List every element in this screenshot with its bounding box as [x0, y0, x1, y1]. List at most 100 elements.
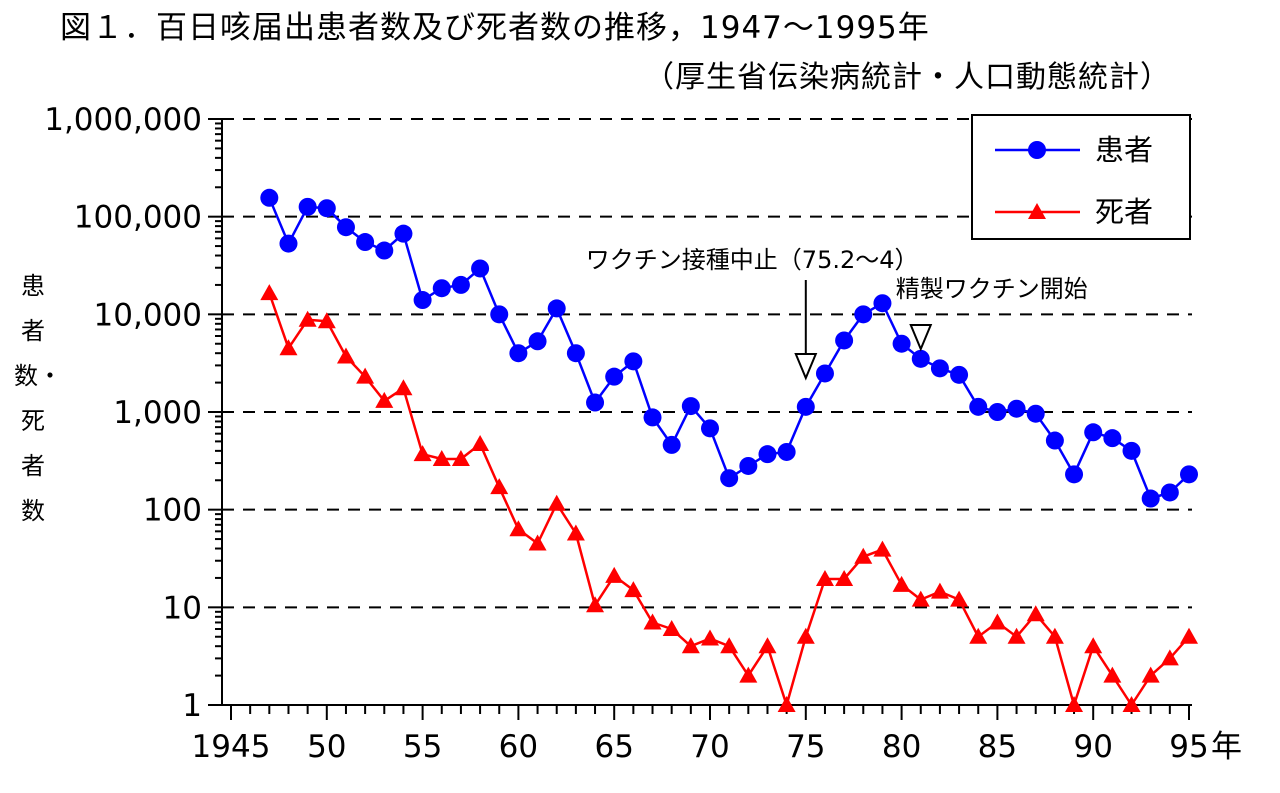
- x-tick-label: 55: [403, 729, 442, 765]
- death-marker: [317, 312, 336, 329]
- patient-marker: [547, 299, 566, 318]
- y-tick-label: 1,000,000: [44, 102, 202, 138]
- patient-marker: [1007, 399, 1026, 418]
- patient-marker: [1028, 141, 1046, 159]
- patient-marker: [950, 365, 969, 384]
- y-tick-label: 1: [182, 688, 202, 724]
- death-marker: [1045, 627, 1064, 644]
- death-marker: [279, 339, 298, 356]
- patient-marker: [298, 197, 317, 216]
- y-tick-label: 100,000: [74, 200, 202, 236]
- death-marker: [490, 478, 509, 495]
- death-marker: [1160, 649, 1179, 666]
- legend-label: 死者: [1095, 195, 1153, 229]
- death-marker: [643, 613, 662, 630]
- patient-marker: [662, 435, 681, 454]
- patient-marker: [969, 397, 988, 416]
- patient-marker: [1045, 431, 1064, 450]
- x-tick-label: 70: [690, 729, 729, 765]
- death-marker: [471, 435, 490, 452]
- death-marker: [950, 590, 969, 607]
- patient-marker: [586, 393, 605, 412]
- annotation-purified-vaccine-arrow-icon: [909, 324, 933, 352]
- patient-marker: [413, 291, 432, 310]
- patient-marker: [1122, 441, 1141, 460]
- patient-marker: [758, 445, 777, 464]
- patient-marker: [566, 344, 585, 363]
- x-tick-label: 80: [882, 729, 921, 765]
- x-tick-label: 1945: [192, 729, 271, 765]
- death-marker: [796, 627, 815, 644]
- x-tick-label: 75: [786, 729, 825, 765]
- patient-marker: [892, 334, 911, 353]
- x-axis-unit: 年: [1211, 729, 1242, 765]
- death-series: [260, 284, 1198, 712]
- patient-marker: [796, 397, 815, 416]
- death-marker: [835, 570, 854, 587]
- death-marker: [605, 566, 624, 583]
- death-marker: [854, 547, 873, 564]
- death-marker: [336, 347, 355, 364]
- death-marker: [815, 570, 834, 587]
- death-marker: [662, 620, 681, 637]
- death-marker: [739, 666, 758, 683]
- death-marker: [1103, 666, 1122, 683]
- x-tick-label: 65: [594, 729, 633, 765]
- death-marker: [413, 445, 432, 462]
- death-marker: [969, 627, 988, 644]
- patient-marker: [471, 259, 490, 278]
- annotation-purified-vaccine: 精製ワクチン開始: [896, 275, 1088, 303]
- death-marker: [394, 379, 413, 396]
- y-tick-label: 10: [163, 590, 202, 626]
- patient-marker: [394, 224, 413, 243]
- axes: 1 10 100 1,000 10,000 100,000 1,000,000 1945 50 5…: [44, 102, 1242, 765]
- patient-series: [260, 188, 1198, 508]
- patient-marker: [1160, 483, 1179, 502]
- patient-marker: [720, 469, 739, 488]
- patient-marker: [375, 241, 394, 260]
- patient-marker: [815, 364, 834, 383]
- death-marker: [356, 367, 375, 384]
- death-marker: [1028, 203, 1046, 219]
- patient-marker: [835, 331, 854, 350]
- patient-marker: [701, 419, 719, 438]
- death-marker: [528, 534, 547, 551]
- series-layer: [260, 188, 1198, 712]
- patient-marker: [1180, 465, 1198, 484]
- death-marker: [1084, 637, 1103, 654]
- death-marker: [758, 637, 777, 654]
- x-tick-label: 95: [1169, 729, 1208, 765]
- patient-marker: [1103, 429, 1122, 448]
- patient-line: [268, 197, 1190, 500]
- patient-marker: [911, 349, 930, 368]
- patient-marker: [509, 344, 528, 363]
- patient-marker: [1026, 404, 1045, 423]
- patient-marker: [873, 294, 892, 313]
- x-tick-label: 50: [307, 729, 346, 765]
- y-tick-label: 10,000: [94, 297, 202, 333]
- patient-marker: [854, 305, 873, 324]
- patient-marker: [1065, 465, 1084, 484]
- annotation-vaccine-stop: ワクチン接種中止（75.2～4）: [586, 246, 919, 274]
- chart-title: 図１．百日咳届出患者数及び死者数の推移，1947～1995年: [60, 10, 930, 46]
- death-marker: [509, 520, 528, 537]
- death-marker: [547, 494, 566, 511]
- x-tick-label: 85: [978, 729, 1017, 765]
- death-marker: [451, 450, 470, 467]
- y-tick-label: 100: [143, 493, 202, 529]
- death-marker: [298, 310, 317, 327]
- x-tick-label: 60: [499, 729, 538, 765]
- patient-marker: [624, 352, 643, 371]
- death-marker: [1065, 696, 1084, 712]
- patient-marker: [739, 456, 758, 475]
- annotation-vaccine-stop-arrow-icon: [794, 353, 818, 381]
- death-marker: [720, 637, 739, 654]
- patient-marker: [317, 199, 336, 218]
- patient-marker: [681, 397, 700, 416]
- annotations-layer: ワクチン接種中止（75.2～4）精製ワクチン開始: [586, 246, 1088, 381]
- death-marker: [1180, 627, 1198, 644]
- death-marker: [911, 590, 930, 607]
- death-marker: [432, 450, 451, 467]
- death-marker: [930, 582, 949, 599]
